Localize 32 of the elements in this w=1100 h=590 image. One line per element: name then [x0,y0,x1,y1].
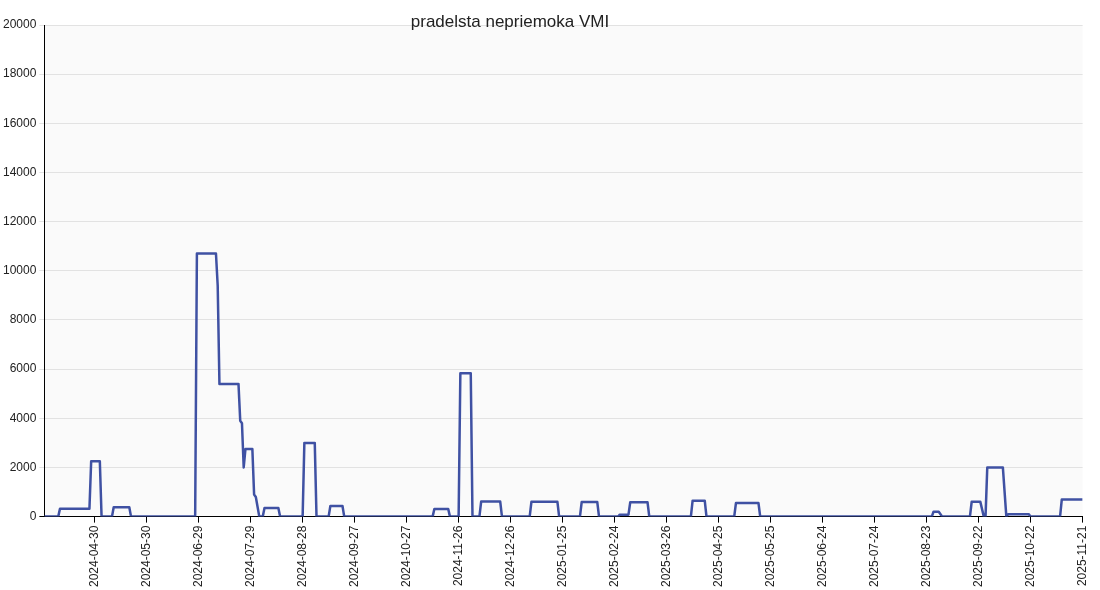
x-tick-label: 2024-05-30 [138,525,153,588]
chart-title: pradelsta nepriemoka VMI [410,12,610,31]
x-tick-label: 2024-08-28 [294,525,309,588]
x-tick-label: 2024-04-30 [86,525,101,588]
x-tick-label: 2024-11-26 [450,525,465,587]
x-tick-label: 2025-08-23 [918,525,933,588]
x-tick-label: 2024-09-27 [346,525,361,588]
y-tick-label: 6000 [9,361,37,376]
y-tick-label: 16000 [2,115,37,130]
x-tick-label: 2025-07-24 [866,525,881,588]
y-tick-label: 10000 [2,263,37,278]
x-tick-label: 2024-10-27 [398,525,413,588]
y-tick-label: 2000 [9,459,37,474]
x-tick-label: 2025-10-22 [1022,525,1037,588]
x-tick-label: 2025-06-24 [814,525,829,588]
x-tick-label: 2025-05-25 [762,525,777,588]
x-tick-label: 2024-12-26 [502,525,517,588]
y-tick-label: 0 [29,508,37,523]
x-tick-label: 2025-01-25 [554,525,569,588]
y-tick-label: 18000 [2,66,37,81]
x-tick-label: 2025-09-22 [970,525,985,588]
y-tick-label: 8000 [9,312,37,327]
y-tick-label: 20000 [2,17,37,32]
x-tick-label: 2025-11-21 [1074,525,1089,587]
x-tick-label: 2025-04-25 [710,525,725,588]
y-tick-label: 14000 [2,164,37,179]
x-tick-label: 2025-03-26 [658,525,673,588]
y-tick-label: 12000 [2,213,37,228]
x-tick-label: 2024-07-29 [242,525,257,588]
x-tick-label: 2024-06-29 [190,525,205,588]
x-tick-label: 2025-02-24 [606,525,621,588]
y-tick-label: 4000 [9,410,37,425]
